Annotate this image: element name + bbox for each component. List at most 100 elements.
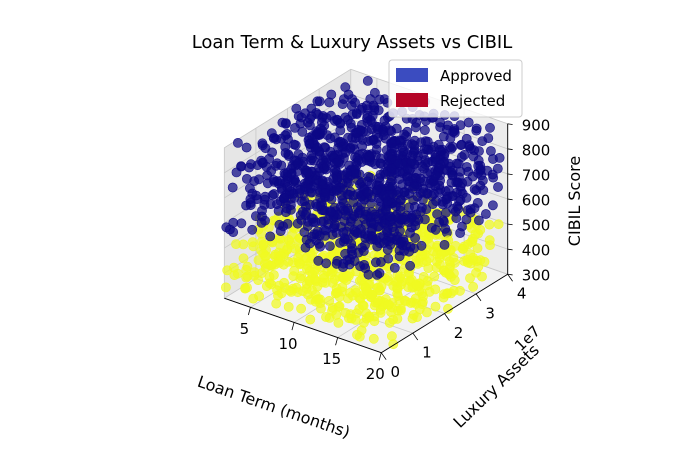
scatter-point-approved	[317, 176, 328, 187]
scatter-point-approved	[321, 258, 331, 269]
scatter-point-rejected	[394, 271, 405, 282]
y-tick-label-0: 0	[390, 363, 400, 381]
scatter-point-rejected	[422, 276, 433, 286]
scatter-point-rejected	[347, 290, 358, 301]
scatter-point-rejected	[268, 270, 279, 280]
scatter-point-approved	[352, 128, 363, 138]
scatter-point-approved	[395, 201, 406, 212]
scatter-point-approved	[446, 177, 457, 188]
x-tick-label-10-mark	[291, 322, 295, 331]
scatter-point-rejected	[356, 325, 367, 336]
scatter-point-rejected	[319, 273, 330, 283]
scatter-point-approved	[451, 213, 462, 224]
scatter-point-approved	[410, 220, 421, 231]
scatter-point-approved	[465, 207, 476, 218]
scatter-point-approved	[338, 198, 349, 208]
scatter-point-rejected	[442, 288, 452, 299]
scatter-point-approved	[409, 181, 419, 191]
scatter-point-approved	[343, 89, 354, 100]
scatter-point-approved	[358, 246, 369, 256]
scatter-point-approved	[265, 231, 276, 242]
scatter-point-approved	[314, 230, 325, 241]
scatter-point-approved	[485, 146, 496, 156]
scatter-point-rejected	[312, 281, 323, 292]
scatter-point-approved	[272, 199, 282, 210]
scatter-point-approved	[493, 182, 503, 192]
scatter-point-approved	[412, 191, 423, 202]
scatter-point-approved	[311, 126, 322, 137]
scatter-point-rejected	[266, 279, 277, 290]
scatter-point-rejected	[375, 304, 386, 315]
scatter-point-approved	[324, 241, 335, 251]
scatter-point-approved	[394, 251, 405, 262]
scatter-point-approved	[335, 125, 346, 136]
scatter-point-approved	[384, 211, 395, 222]
z-tick-label-800-mark	[507, 148, 513, 150]
scatter-point-approved	[342, 167, 352, 178]
scatter-point-approved	[430, 152, 441, 163]
scatter-point-rejected	[430, 301, 441, 312]
scatter-point-approved	[277, 117, 288, 128]
z-tick-label-900-mark	[507, 123, 513, 125]
y-tick-label-4: 4	[517, 285, 527, 303]
z-tick-label-600: 600	[522, 192, 551, 210]
scatter-point-approved	[280, 148, 291, 158]
scatter-point-approved	[463, 117, 474, 128]
scatter-point-approved	[291, 103, 302, 114]
scatter-point-approved	[357, 141, 368, 152]
scatter-point-approved	[321, 113, 332, 123]
scatter-point-rejected	[271, 298, 282, 309]
scatter-point-approved	[360, 263, 371, 274]
scatter-point-approved	[475, 164, 486, 175]
scatter-point-approved	[245, 194, 256, 204]
scatter-points	[220, 76, 505, 350]
z-tick-label-600-mark	[507, 198, 513, 201]
scatter-point-approved	[397, 214, 408, 225]
scatter-point-approved	[441, 194, 451, 205]
scatter-point-approved	[257, 138, 268, 149]
scatter-point-approved	[267, 147, 277, 158]
z-tick-label-900: 900	[522, 116, 551, 134]
scatter-point-approved	[318, 216, 329, 227]
scatter-point-approved	[333, 142, 343, 153]
scatter-point-approved	[343, 178, 354, 188]
scatter-point-approved	[444, 158, 454, 169]
scatter-point-rejected	[321, 312, 331, 322]
scatter-point-approved	[369, 105, 380, 116]
scatter-point-approved	[371, 185, 382, 195]
grid-z-left	[224, 68, 351, 149]
scatter-point-approved	[351, 168, 362, 179]
scatter-point-rejected	[444, 256, 455, 267]
scatter-point-rejected	[343, 313, 354, 324]
scatter-point-approved	[366, 198, 376, 209]
scatter-point-rejected	[247, 237, 258, 248]
scatter-point-approved	[416, 202, 427, 213]
scatter-point-approved	[485, 122, 495, 133]
scatter-point-rejected	[241, 264, 252, 275]
scatter-point-approved	[262, 170, 273, 181]
scatter-point-rejected	[256, 236, 267, 247]
scatter-point-approved	[254, 174, 264, 185]
y-tick-label-0-mark	[380, 352, 387, 360]
scatter-point-approved	[417, 161, 427, 172]
scatter-point-rejected	[294, 259, 305, 270]
scatter-point-rejected	[368, 333, 379, 344]
scatter-point-approved	[345, 143, 356, 154]
scatter-point-approved	[430, 181, 441, 191]
scatter-point-approved	[488, 154, 498, 164]
legend-swatch-approved	[396, 68, 428, 82]
z-tick-label-500-mark	[507, 223, 513, 226]
scatter-point-rejected	[334, 291, 345, 302]
scatter-point-approved	[430, 224, 441, 235]
scatter-point-approved	[306, 213, 317, 224]
scatter-point-rejected	[315, 294, 325, 305]
scatter-point-rejected	[465, 273, 475, 283]
scatter-point-approved	[321, 161, 332, 172]
scatter-point-approved	[244, 183, 255, 194]
scatter-point-approved	[408, 147, 419, 158]
scatter-point-rejected	[296, 303, 306, 314]
scatter-point-approved	[295, 184, 306, 195]
scatter-point-rejected	[430, 284, 441, 295]
x-tick-label-15-mark	[335, 337, 339, 346]
